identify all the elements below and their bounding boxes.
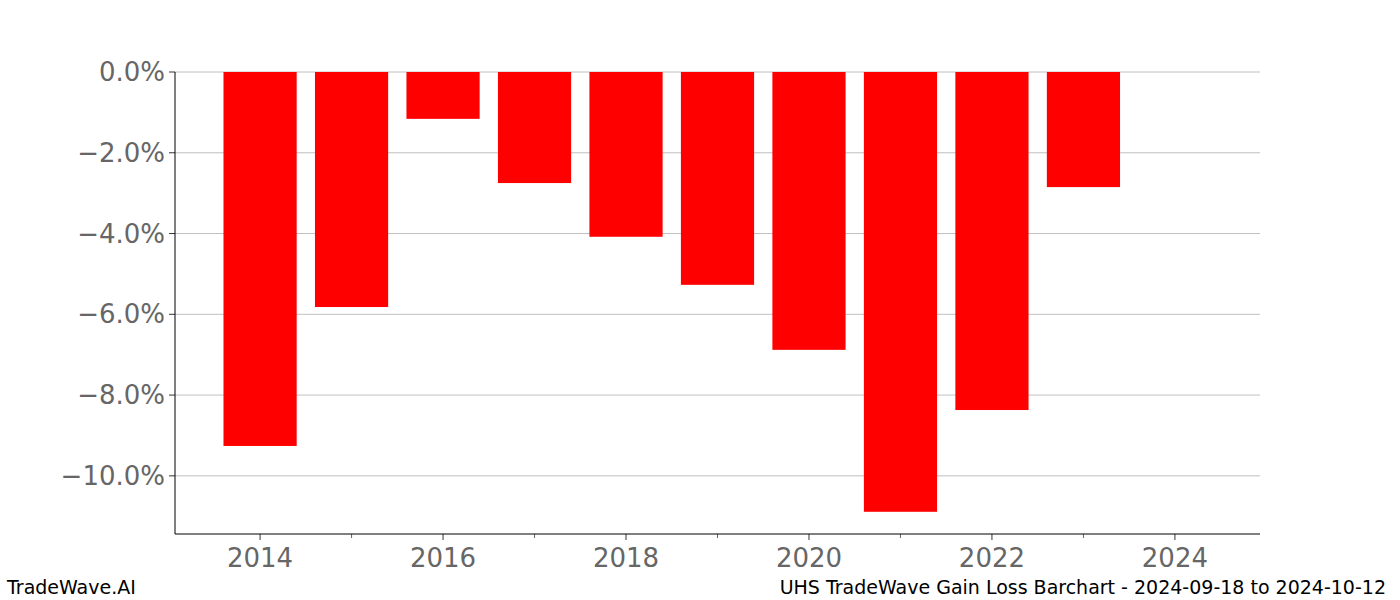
x-minor-tick bbox=[900, 534, 901, 538]
bar bbox=[589, 72, 662, 237]
x-tick bbox=[626, 534, 627, 540]
grid-line bbox=[175, 314, 1260, 315]
x-minor-tick bbox=[351, 534, 352, 538]
x-tick-label: 2014 bbox=[227, 543, 293, 573]
y-tick bbox=[169, 314, 175, 315]
y-tick bbox=[169, 395, 175, 396]
bar bbox=[1047, 72, 1120, 187]
x-tick bbox=[991, 534, 992, 540]
y-tick-label: −2.0% bbox=[77, 138, 165, 168]
y-tick bbox=[169, 475, 175, 476]
bar bbox=[406, 72, 479, 119]
bar bbox=[864, 72, 937, 512]
bar bbox=[955, 72, 1028, 410]
x-minor-tick bbox=[717, 534, 718, 538]
x-minor-tick bbox=[534, 534, 535, 538]
y-tick-label: −6.0% bbox=[77, 299, 165, 329]
y-tick-label: 0.0% bbox=[99, 57, 165, 87]
y-tick-label: −4.0% bbox=[77, 219, 165, 249]
x-tick-label: 2022 bbox=[959, 543, 1025, 573]
y-tick bbox=[169, 152, 175, 153]
y-tick bbox=[169, 233, 175, 234]
footer-left: TradeWave.AI bbox=[6, 576, 136, 598]
title: UHS TradeWave Gain Loss Barchart - 2024-… bbox=[780, 576, 1386, 598]
y-axis bbox=[175, 72, 176, 534]
x-tick bbox=[443, 534, 444, 540]
x-tick bbox=[260, 534, 261, 540]
bar bbox=[772, 72, 845, 350]
x-tick bbox=[808, 534, 809, 540]
x-tick-label: 2020 bbox=[776, 543, 842, 573]
bar bbox=[498, 72, 571, 183]
bars bbox=[223, 72, 1120, 512]
bar bbox=[681, 72, 754, 285]
y-tick-label: −8.0% bbox=[77, 380, 165, 410]
y-tick bbox=[169, 72, 175, 73]
y-tick-label: −10.0% bbox=[61, 461, 165, 491]
x-tick bbox=[1174, 534, 1175, 540]
chart: 0.0% −2.0% −4.0% −6.0% −8.0% −10.0% 2014 2016 20… bbox=[0, 0, 1400, 600]
x-tick-label: 2016 bbox=[410, 543, 476, 573]
bar bbox=[223, 72, 296, 446]
x-minor-tick bbox=[1083, 534, 1084, 538]
bar bbox=[315, 72, 388, 307]
grid-line bbox=[175, 475, 1260, 476]
grid-line bbox=[175, 395, 1260, 396]
x-tick-label: 2018 bbox=[593, 543, 659, 573]
x-tick-label: 2024 bbox=[1142, 543, 1208, 573]
